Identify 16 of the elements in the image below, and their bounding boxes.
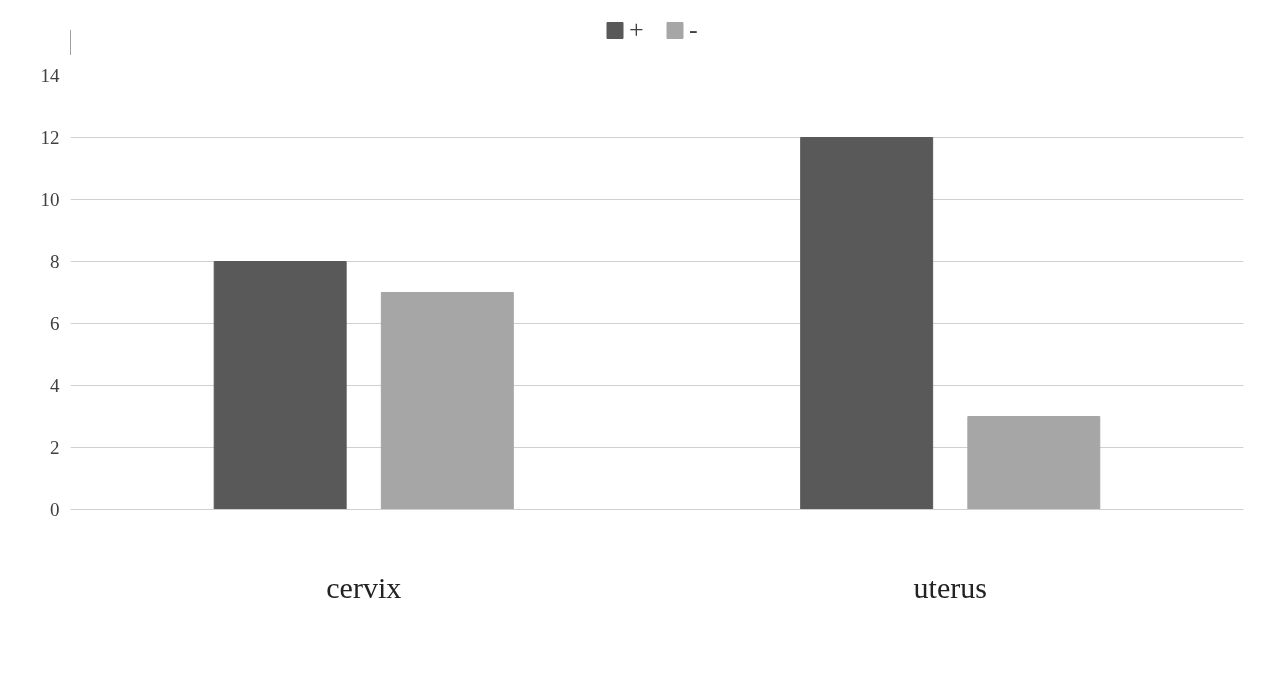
bar	[967, 416, 1101, 510]
y-tick-label: 4	[50, 375, 60, 396]
y-tick-label: 2	[50, 437, 60, 458]
y-tick-label: 12	[40, 127, 60, 148]
legend-label: -	[689, 15, 699, 45]
legend-label: +	[629, 15, 645, 45]
x-tick-label: cervix	[326, 570, 402, 604]
bar	[213, 261, 347, 510]
bar	[800, 137, 934, 510]
x-tick-label: uterus	[913, 570, 987, 604]
y-tick-label: 10	[40, 189, 60, 210]
y-tick-label: 0	[50, 499, 60, 520]
y-tick-label: 8	[50, 251, 60, 272]
bar	[380, 292, 514, 510]
y-tick-label: 14	[40, 65, 60, 86]
y-tick-label: 6	[50, 313, 60, 334]
